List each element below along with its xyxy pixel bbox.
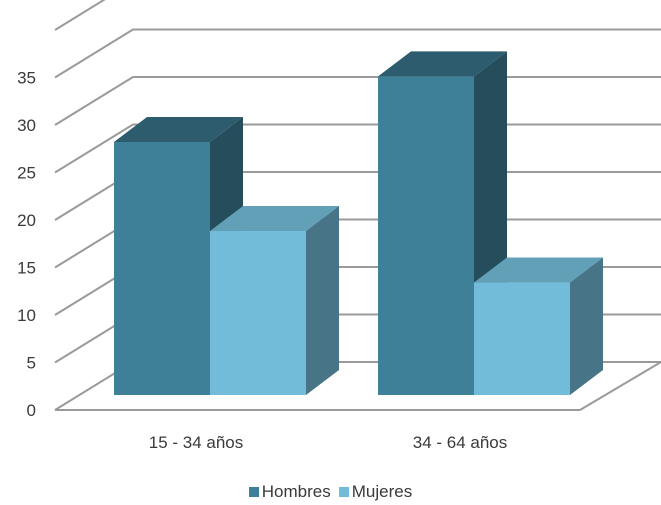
legend-label-mujeres: Mujeres [351, 482, 413, 501]
y-tick-label: 25 [17, 164, 36, 183]
gridline [54, 76, 661, 126]
y-tick-label: 5 [27, 354, 36, 373]
legend-swatch-mujeres [338, 487, 349, 497]
y-axis-ticks: 0 5 10 15 20 25 30 35 [17, 69, 36, 421]
x-category-label: 34 - 64 años [413, 433, 508, 452]
gridline [54, 28, 661, 79]
y-tick-label: 15 [17, 259, 36, 278]
gridline [54, 0, 106, 31]
bar-top [378, 51, 507, 77]
y-tick-label: 35 [17, 69, 36, 88]
y-tick-label: 10 [17, 306, 36, 325]
legend-item-mujeres: Mujeres [338, 482, 413, 502]
x-category-label: 15 - 34 años [149, 433, 244, 452]
bar-front [474, 282, 570, 395]
y-tick-label: 0 [27, 401, 36, 420]
legend: Hombres Mujeres [0, 482, 661, 502]
y-tick-label: 30 [17, 116, 36, 135]
bar-top [210, 206, 339, 232]
legend-label-hombres: Hombres [261, 482, 331, 501]
bar-top [114, 117, 243, 142]
x-axis-categories: 15 - 34 años 34 - 64 años [149, 433, 508, 452]
bar-side [306, 206, 339, 395]
legend-item-hombres: Hombres [248, 482, 331, 502]
bar-side [570, 257, 603, 395]
bar-front [114, 142, 210, 395]
y-tick-label: 20 [17, 211, 36, 230]
bar-top [474, 257, 603, 283]
floor-right-edge [579, 361, 661, 411]
bars [114, 51, 603, 395]
legend-swatch-hombres [248, 487, 259, 497]
bar-front [378, 76, 474, 395]
bar-front [210, 231, 306, 395]
